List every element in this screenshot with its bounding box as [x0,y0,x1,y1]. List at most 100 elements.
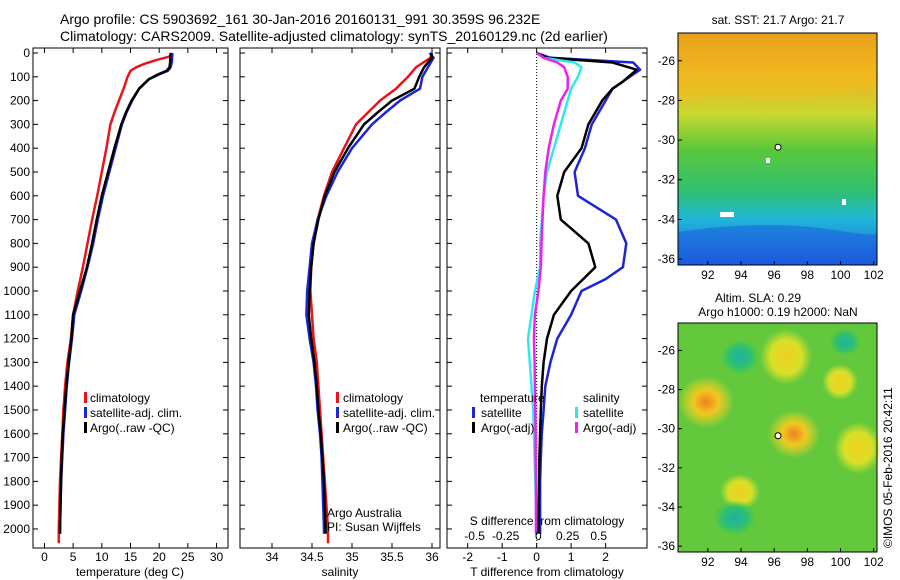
sst-map-axes: 92 94 96 98 100 102 -26 -28 -30 -32 -34 -36 [658,54,884,282]
legend-swatch-sal-argo [575,422,578,433]
legend-swatch-argo [336,422,339,433]
lat-tick-label: -30 [658,133,676,147]
lat-tick-label: -26 [658,54,676,68]
legend-label-argo: Argo(..raw -QC) [343,421,428,435]
sla-map-title-1: Altim. SLA: 0.29 [715,291,801,305]
lon-tick-label: 100 [831,268,851,282]
legend-swatch-climatology [84,392,87,403]
secondary-xlabel: S difference from climatology [470,514,625,528]
x-tick-label: 10 [95,550,109,564]
sla-high-3 [768,410,820,458]
lat-tick-label: -30 [658,422,676,436]
sst-cold-patch [678,225,877,265]
argo-float-marker [774,432,782,440]
x-tick-label: 34.5 [300,550,324,564]
sla-high-1 [760,329,812,385]
salinity-legend: climatology satellite-adj. clim. Argo(..… [336,391,435,435]
difference-xlabel: T difference from climatology [470,565,624,579]
difference-legend: temperature satellite Argo(-adj) salinit… [472,391,636,435]
secondary-tick-label: 0 [535,529,542,543]
depth-tick-label: 300 [10,117,30,131]
depth-tick-label: 600 [10,189,30,203]
depth-tick-label: 1400 [3,379,30,393]
x-tick-label: 2 [602,550,609,564]
attribution-line-1: Argo Australia [327,506,402,520]
x-tick-label: 36 [425,550,439,564]
lat-tick-label: -32 [658,173,676,187]
depth-tick-label: 1200 [3,332,30,346]
depth-tick-label: 800 [10,236,30,250]
legend-swatch-climatology [336,392,339,403]
lat-tick-label: -36 [658,252,676,266]
legend-label-temp-satellite: satellite [481,406,522,420]
header-line-1: Argo profile: CS 5903692_161 30-Jan-2016… [60,11,540,27]
x-tick-label: 30 [210,550,224,564]
temperature-axes: 0100200300400500600700800900100011001200… [3,46,228,564]
depth-tick-label: 1700 [3,451,30,465]
legend-label-climatology: climatology [343,391,403,405]
depth-tick-label: 1100 [4,308,30,322]
sst-land-blob-2 [766,158,770,163]
lon-tick-label: 102 [864,555,884,569]
lat-tick-label: -36 [658,539,676,553]
sla-map-axes: 92 94 96 98 100 102 -26 -28 -30 -32 -34 -36 [658,343,884,569]
lat-tick-label: -28 [658,383,676,397]
x-tick-label: 25 [181,550,195,564]
sla-map-frame [677,322,878,553]
sla-map-panel: Altim. SLA: 0.29 Argo h1000: 0.19 h2000:… [658,291,884,569]
x-tick-label: 5 [70,550,77,564]
sla-low-1 [720,339,760,375]
legend-label-argo: Argo(..raw -QC) [90,421,175,435]
legend-swatch-satellite-adj [336,407,339,418]
depth-tick-label: 1000 [3,284,30,298]
credit-text: ©IMOS 05-Feb-2016 20:42:11 [881,387,895,548]
depth-tick-label: 1600 [3,427,30,441]
series-line-argo-raw-qc- [307,52,434,534]
lon-tick-label: 94 [734,268,748,282]
series-line-salinity-argo-adj- [532,51,569,534]
lat-tick-label: -26 [658,343,676,357]
legend-title-salinity: salinity [583,391,620,405]
lon-tick-label: 96 [768,268,782,282]
sst-warm-patch [678,33,877,104]
depth-tick-label: 700 [10,213,30,227]
salinity-panel-frame [239,47,441,549]
lon-tick-label: 92 [701,268,715,282]
attribution-line-2: PI: Susan Wijffels [327,520,421,534]
lon-tick-label: 98 [801,268,815,282]
lat-tick-label: -34 [658,500,676,514]
x-tick-label: 0 [41,550,48,564]
sla-low-2 [713,500,757,536]
depth-tick-label: 1500 [3,403,30,417]
legend-swatch-temp-satellite [472,407,475,418]
depth-tick-label: 1800 [3,474,30,488]
lon-tick-label: 92 [701,555,715,569]
salinity-panel: 34 34.5 35 35.5 36 salinity climatology sate… [239,47,441,579]
temperature-legend: climatology satellite-adj. clim. Argo(..… [84,391,182,435]
x-tick-label: 15 [124,550,138,564]
difference-series-group [526,51,642,534]
series-line-satellite-adj-clim- [305,52,435,534]
legend-swatch-argo [84,422,87,433]
sst-map-panel: sat. SST: 21.7 Argo: 21.7 92 94 96 98 100 102… [658,13,884,282]
depth-tick-label: 500 [10,165,30,179]
salinity-series-group [305,52,435,544]
sla-map-title-2: Argo h1000: 0.19 h2000: NaN [698,305,857,319]
x-tick-label: 0 [533,550,540,564]
x-tick-label: 35 [345,550,359,564]
depth-tick-label: 1900 [3,498,30,512]
secondary-ticks: -0.5 -0.25 0 0.25 0.5 [464,529,607,543]
depth-tick-label: 100 [10,70,30,84]
series-line-argo-raw-qc- [58,52,172,534]
secondary-tick-label: -0.25 [492,529,520,543]
lat-tick-label: -28 [658,93,676,107]
legend-title-temperature: temperature [480,391,545,405]
depth-tick-label: 900 [10,260,30,274]
legend-swatch-satellite-adj [84,407,87,418]
x-tick-label: -2 [462,550,473,564]
lon-tick-label: 102 [864,268,884,282]
lat-tick-label: -32 [658,461,676,475]
depth-tick-label: 1300 [3,355,30,369]
temperature-xlabel: temperature (deg C) [76,565,184,579]
lon-tick-label: 100 [831,555,851,569]
